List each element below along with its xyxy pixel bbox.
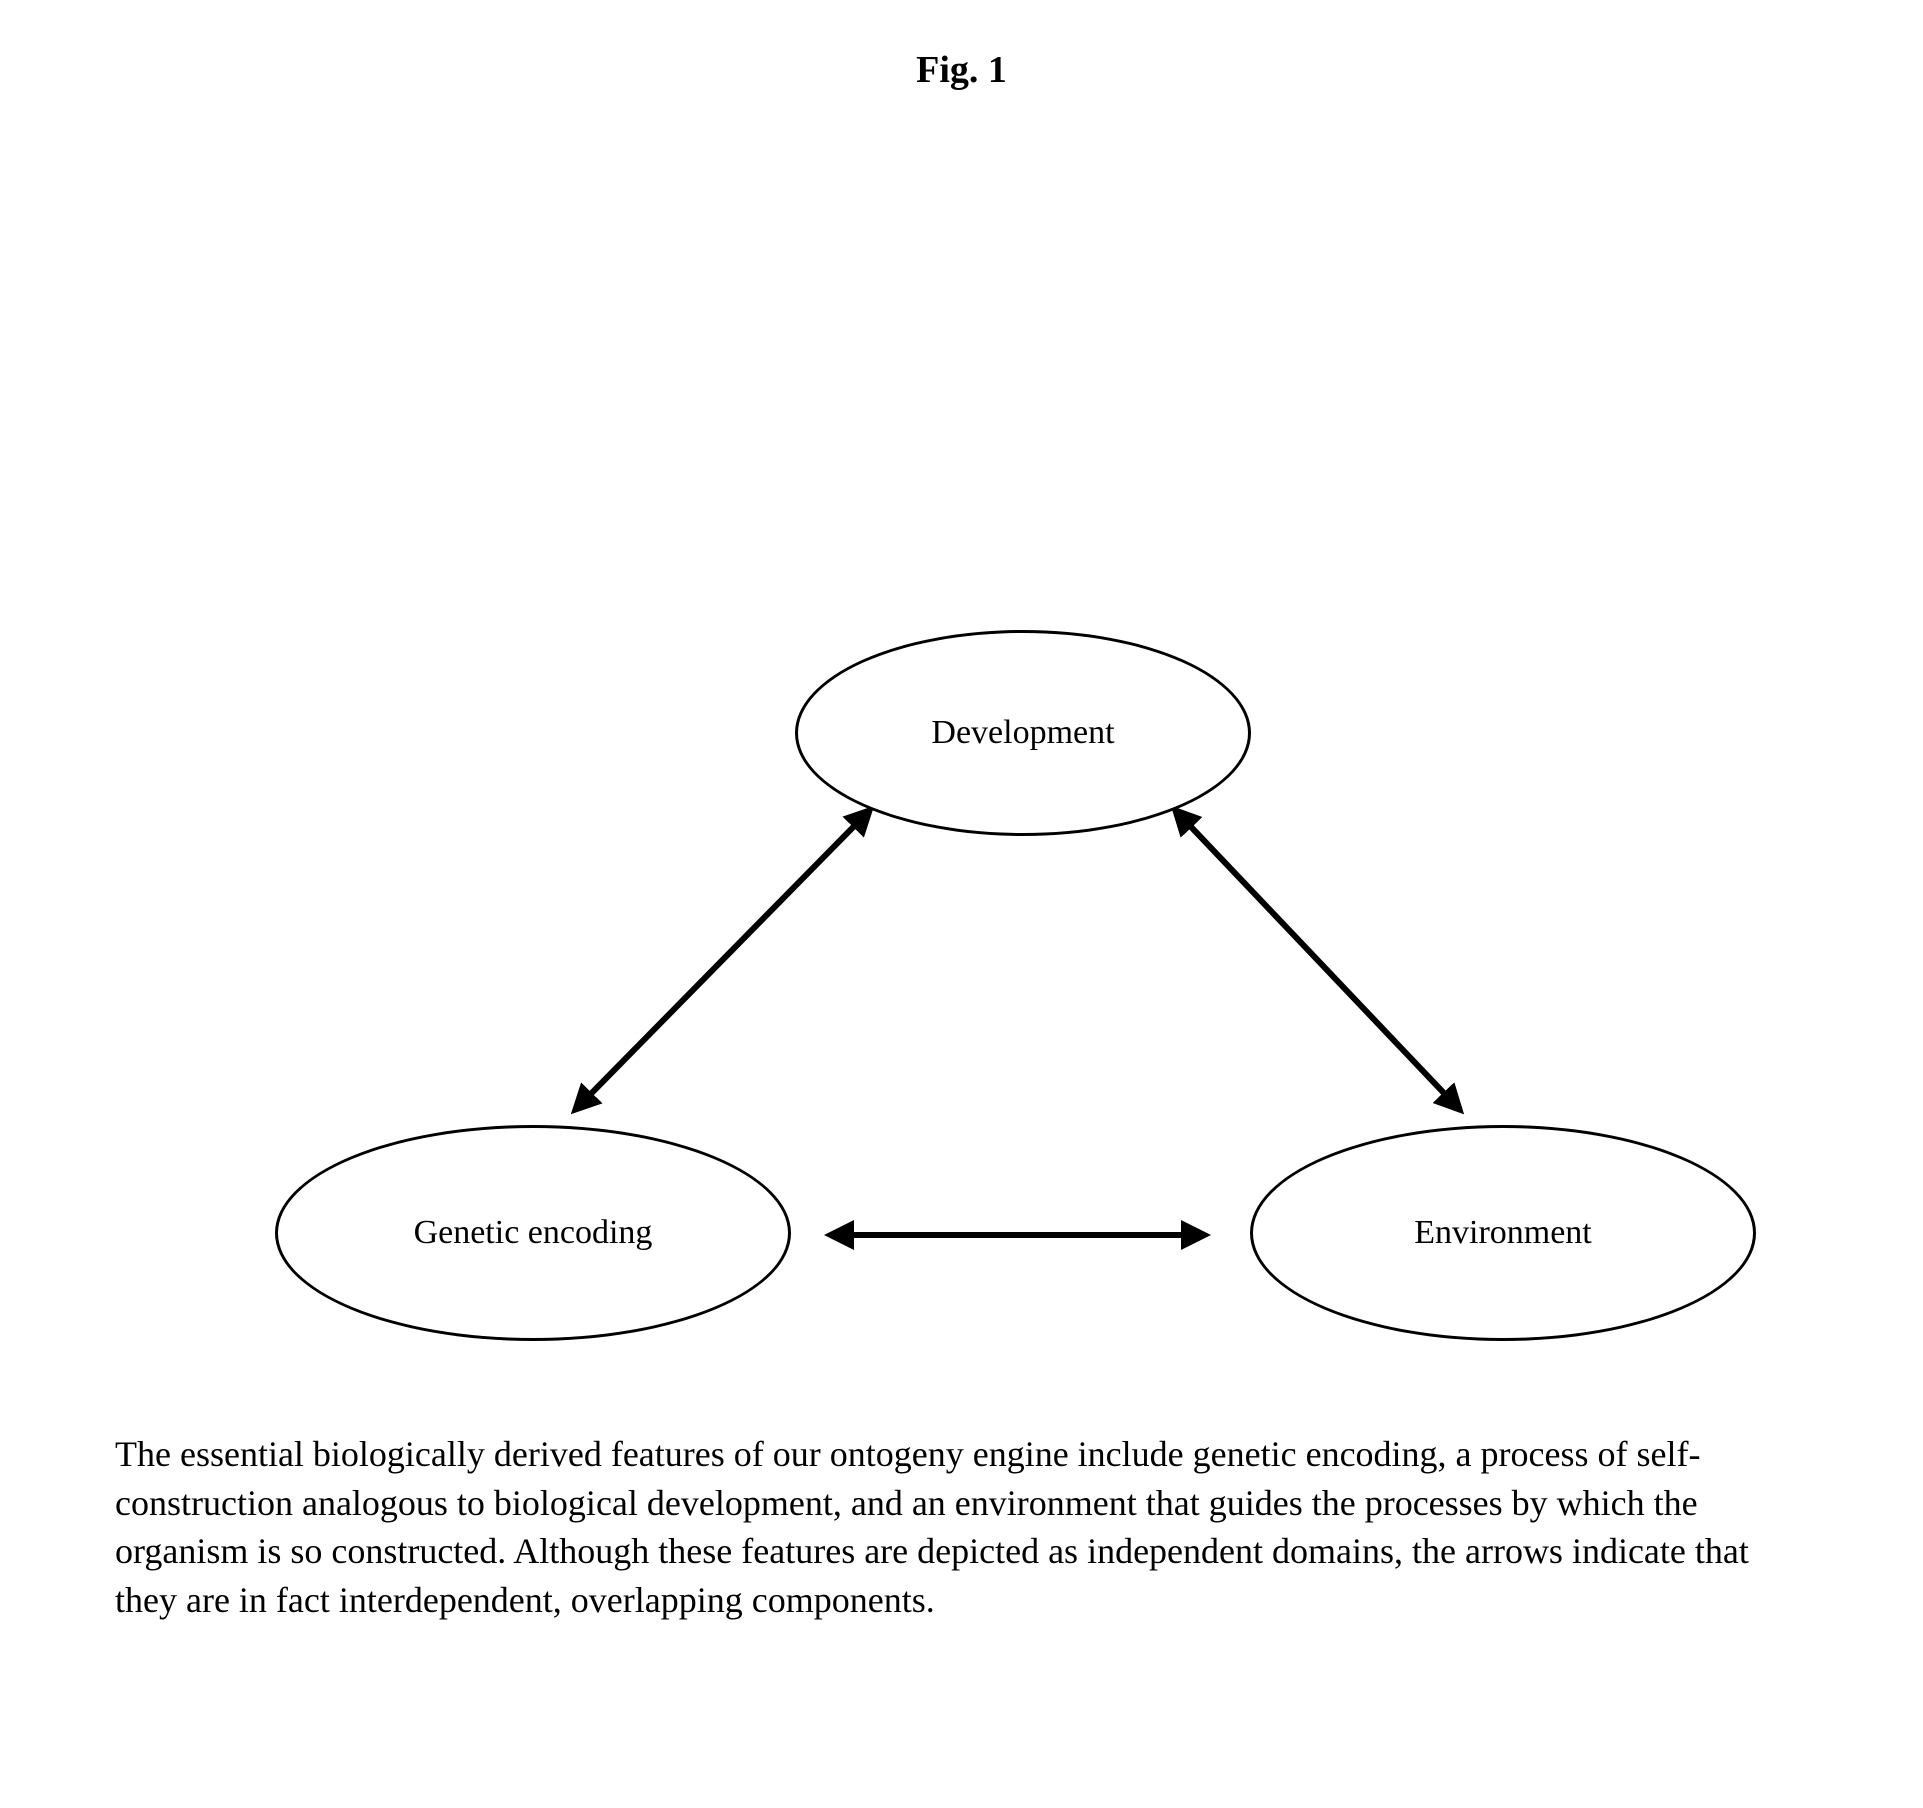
node-label-environment: Environment: [1414, 1214, 1592, 1252]
node-development: Development: [795, 630, 1251, 836]
node-label-genetic: Genetic encoding: [414, 1214, 653, 1252]
figure-title: Fig. 1: [0, 48, 1923, 92]
edge-development-environment: [1175, 810, 1460, 1110]
node-label-development: Development: [931, 714, 1114, 752]
node-environment: Environment: [1250, 1125, 1756, 1341]
page: Fig. 1 Development Genetic encoding Enviro…: [0, 0, 1923, 1808]
figure-caption: The essential biologically derived featu…: [115, 1430, 1805, 1624]
edge-development-genetic: [575, 810, 870, 1110]
node-genetic: Genetic encoding: [275, 1125, 791, 1341]
